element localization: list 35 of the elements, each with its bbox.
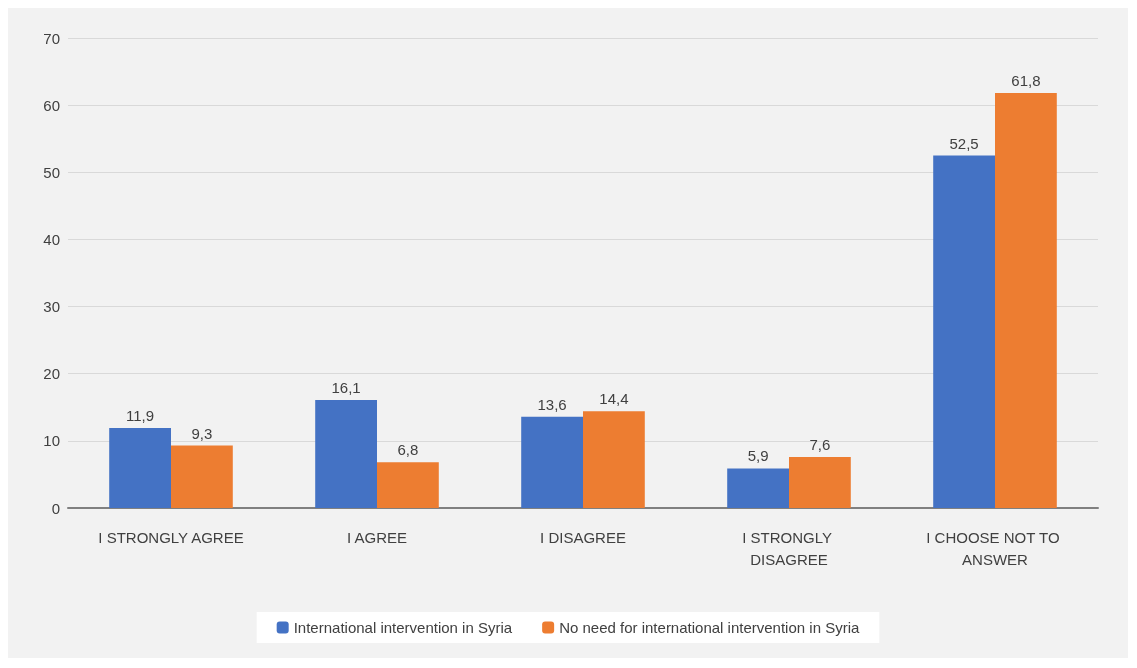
data-label: 61,8 <box>1011 72 1041 90</box>
data-label: 11,9 <box>126 407 155 425</box>
data-label: 5,9 <box>747 447 769 465</box>
y-tick-label: 10 <box>43 432 60 450</box>
bar <box>377 462 439 508</box>
bar <box>933 155 995 508</box>
y-tick-label: 20 <box>43 365 60 383</box>
data-label: 16,1 <box>331 378 361 396</box>
data-label: 13,6 <box>537 395 567 413</box>
bar <box>521 416 583 508</box>
y-tick-label: 0 <box>51 499 60 517</box>
data-label: 14,4 <box>599 390 629 408</box>
bar <box>109 428 171 508</box>
y-tick-label: 40 <box>43 230 60 248</box>
y-tick-label: 60 <box>43 96 60 114</box>
y-tick-label: 30 <box>43 298 60 316</box>
bar <box>995 93 1057 508</box>
y-tick-label: 50 <box>43 163 60 181</box>
bar <box>789 456 851 508</box>
legend-label: No need for international intervention in Syria <box>559 619 860 636</box>
x-tick-label: I STRONGLY DISAGREE <box>742 528 836 568</box>
data-label: 9,3 <box>191 424 213 442</box>
bar <box>583 411 645 508</box>
x-tick-label: I STRONGLY AGREE <box>98 528 244 546</box>
data-label: 52,5 <box>949 134 979 152</box>
data-label: 7,6 <box>809 435 831 453</box>
bar <box>315 399 377 508</box>
x-tick-label: I CHOOSE NOT TO ANSWER <box>926 528 1064 568</box>
bar <box>171 445 233 508</box>
x-tick-label: I AGREE <box>346 528 408 546</box>
x-tick-label: I DISAGREE <box>540 528 626 546</box>
bar <box>727 468 789 508</box>
y-tick-label: 70 <box>43 29 60 47</box>
data-label: 6,8 <box>397 441 419 459</box>
legend-label: International intervention in Syria <box>293 619 513 636</box>
